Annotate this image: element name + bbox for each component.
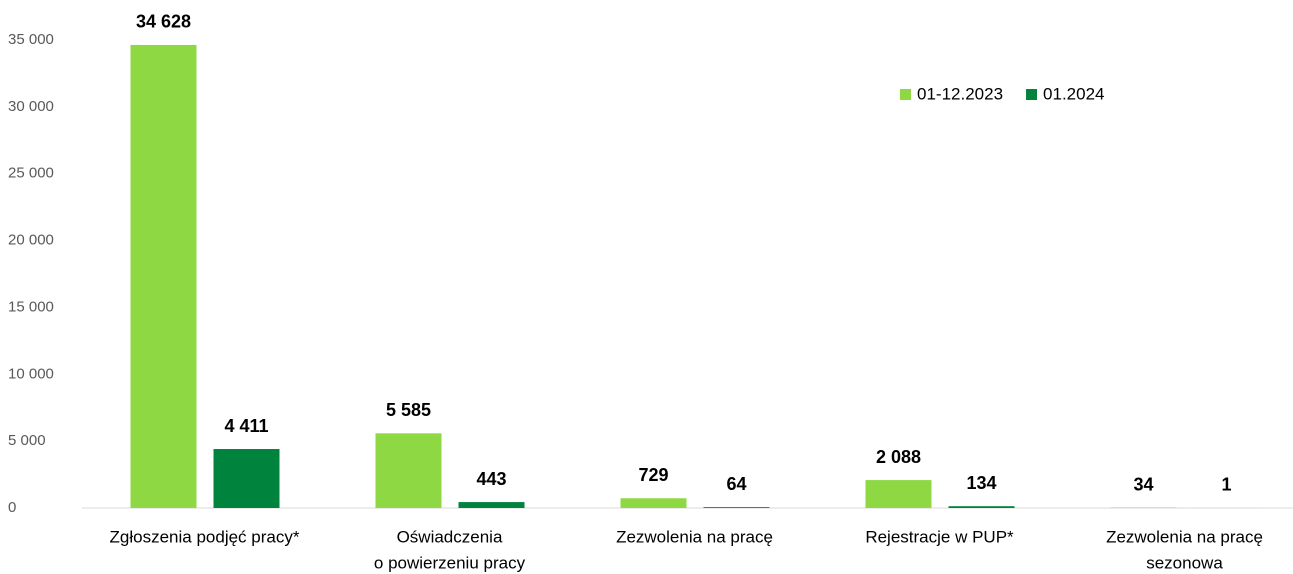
y-tick-label: 25 000: [8, 165, 54, 182]
bar: [213, 449, 280, 508]
x-tick-label: Oświadczenia: [397, 527, 503, 546]
x-tick-label: sezonowa: [1146, 553, 1223, 572]
y-tick-label: 15 000: [8, 298, 54, 315]
value-label: 5 585: [386, 400, 431, 420]
value-label: 443: [476, 469, 506, 489]
value-label: 4 411: [224, 416, 268, 436]
y-tick-label: 35 000: [8, 31, 54, 48]
x-tick-label: Zgłoszenia podjęć pracy*: [110, 527, 300, 546]
x-tick-label: Zezwolenia na pracę: [616, 527, 773, 546]
y-tick-label: 10 000: [8, 365, 54, 382]
value-label: 729: [638, 465, 668, 485]
y-tick-label: 30 000: [8, 98, 54, 115]
value-label: 64: [726, 474, 746, 494]
x-tick-label: Zezwolenia na pracę: [1106, 527, 1263, 546]
y-tick-label: 5 000: [8, 432, 46, 449]
legend-label: 01-12.2023: [917, 84, 1003, 103]
bar: [458, 502, 525, 508]
x-tick-label: Rejestracje w PUP*: [865, 527, 1014, 546]
y-tick-label: 0: [8, 499, 16, 516]
value-label: 2 088: [876, 447, 921, 467]
bar: [865, 480, 932, 508]
bar: [375, 433, 442, 508]
bar: [703, 507, 770, 508]
legend-swatch: [1026, 89, 1038, 100]
bar: [620, 498, 687, 508]
x-tick-label: o powierzeniu pracy: [374, 553, 526, 572]
value-label: 34 628: [136, 12, 191, 32]
value-label: 34: [1133, 474, 1153, 494]
value-label: 1: [1221, 475, 1231, 495]
bar: [130, 44, 197, 508]
legend-swatch: [900, 89, 911, 100]
legend-label: 01.2024: [1043, 84, 1104, 103]
y-tick-label: 20 000: [8, 232, 54, 249]
value-label: 134: [966, 473, 996, 493]
bar: [948, 506, 1015, 508]
